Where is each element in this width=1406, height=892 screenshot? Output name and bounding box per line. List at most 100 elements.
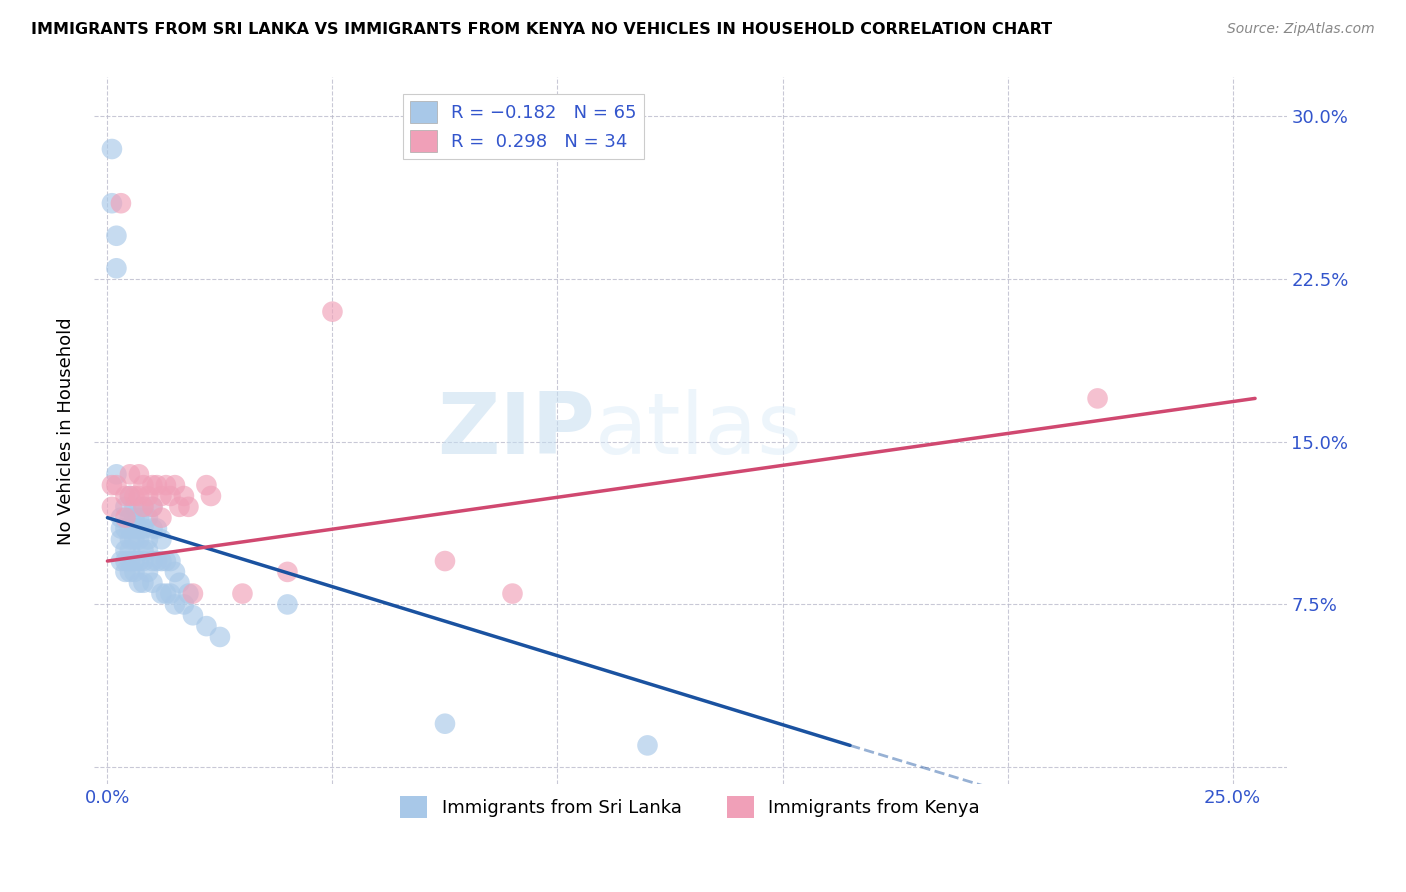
Point [159,586,181,600]
Point [150,586,173,600]
Point [101,500,124,514]
Point [124,500,146,514]
Point [433,716,456,731]
Point [124,554,146,568]
Point [118,522,141,536]
Point [128,467,150,482]
Point [132,500,155,514]
Point [150,510,173,524]
Point [124,510,146,524]
Point [118,467,141,482]
Point [200,489,222,503]
Point [141,500,163,514]
Point [118,510,141,524]
Point [105,478,128,492]
Point [124,565,146,579]
Point [118,543,141,558]
Point [208,630,231,644]
Point [155,478,177,492]
Point [501,586,523,600]
Point [101,196,124,211]
Point [110,510,132,524]
Point [136,489,159,503]
Point [136,533,159,547]
Point [163,478,186,492]
Point [114,565,136,579]
Point [173,598,195,612]
Point [128,575,150,590]
Point [141,478,163,492]
Point [110,196,132,211]
Point [146,522,169,536]
Point [101,142,124,156]
Point [128,489,150,503]
Text: IMMIGRANTS FROM SRI LANKA VS IMMIGRANTS FROM KENYA NO VEHICLES IN HOUSEHOLD CORR: IMMIGRANTS FROM SRI LANKA VS IMMIGRANTS … [31,22,1052,37]
Point [231,586,253,600]
Point [141,554,163,568]
Point [276,565,298,579]
Text: Source: ZipAtlas.com: Source: ZipAtlas.com [1227,22,1375,37]
Point [118,489,141,503]
Point [163,565,186,579]
Point [321,304,343,318]
Point [177,500,200,514]
Point [114,543,136,558]
Point [132,543,155,558]
Point [150,554,173,568]
Point [118,533,141,547]
Point [118,489,141,503]
Point [169,500,191,514]
Point [124,522,146,536]
Point [114,522,136,536]
Point [132,554,155,568]
Point [136,543,159,558]
Point [132,522,155,536]
Point [159,554,181,568]
Point [118,565,141,579]
Point [124,533,146,547]
Point [105,467,128,482]
Point [136,565,159,579]
Point [114,500,136,514]
Point [1087,392,1109,406]
Point [101,478,124,492]
Point [141,575,163,590]
Point [159,489,181,503]
Point [173,489,195,503]
Point [128,510,150,524]
Point [155,586,177,600]
Point [181,586,204,600]
Point [146,478,169,492]
Point [150,489,173,503]
Point [169,575,191,590]
Point [118,554,141,568]
Point [114,510,136,524]
Point [136,510,159,524]
Point [110,554,132,568]
Point [128,554,150,568]
Legend: Immigrants from Sri Lanka, Immigrants from Kenya: Immigrants from Sri Lanka, Immigrants fr… [394,789,987,825]
Point [155,554,177,568]
Point [433,554,456,568]
Point [637,739,659,753]
Point [124,489,146,503]
Point [114,489,136,503]
Point [146,554,169,568]
Y-axis label: No Vehicles in Household: No Vehicles in Household [58,318,75,545]
Point [141,522,163,536]
Text: ZIP: ZIP [437,390,595,473]
Point [150,533,173,547]
Point [110,522,132,536]
Point [276,598,298,612]
Point [177,586,200,600]
Point [105,261,128,276]
Point [132,575,155,590]
Point [141,500,163,514]
Point [114,554,136,568]
Point [132,500,155,514]
Point [110,533,132,547]
Point [181,608,204,623]
Point [195,619,218,633]
Point [105,228,128,243]
Point [163,598,186,612]
